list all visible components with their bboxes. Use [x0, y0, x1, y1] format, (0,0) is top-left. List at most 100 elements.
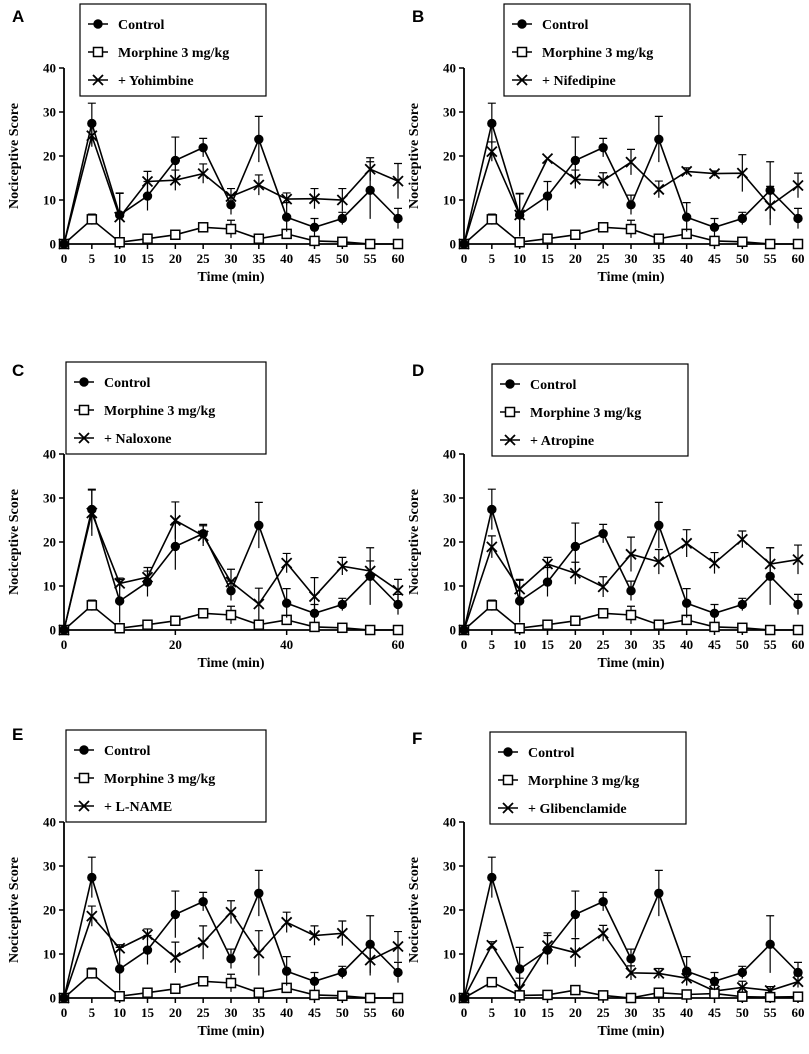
data-point	[542, 233, 553, 244]
data-point	[336, 560, 348, 572]
data-point	[281, 966, 292, 976]
data-point	[365, 939, 375, 950]
x-tick-label: 20	[169, 637, 182, 652]
data-point	[86, 600, 98, 611]
data-point	[170, 615, 181, 627]
data-point	[197, 608, 209, 619]
x-tick-label: 60	[792, 1005, 805, 1020]
x-tick-label: 60	[392, 251, 405, 266]
series-filled-circle	[59, 102, 403, 249]
data-point	[86, 214, 98, 225]
x-tick-label: 35	[652, 1005, 666, 1020]
data-point	[737, 236, 748, 248]
panel-f: F 0 10 20 30 40 0 5 10 15 20 25 30 35 40 45 50 55 60 Time (…	[407, 729, 805, 1039]
legend-marker	[92, 74, 104, 86]
legend-label: + Yohimbine	[118, 74, 194, 89]
data-point	[253, 619, 265, 630]
y-tick-label: 40	[43, 447, 56, 462]
x-tick-label: 45	[308, 1005, 322, 1020]
legend-label: Morphine 3 mg/kg	[530, 406, 641, 421]
data-point	[308, 590, 321, 603]
y-tick-label: 0	[50, 623, 57, 638]
data-point	[486, 939, 498, 951]
legend-label: Morphine 3 mg/kg	[104, 404, 215, 419]
y-tick-label: 30	[443, 491, 456, 506]
legend-box	[65, 729, 267, 823]
data-point	[598, 896, 608, 907]
data-point	[225, 609, 237, 621]
data-point	[142, 191, 153, 201]
data-point	[114, 210, 125, 220]
series-filled-circle	[459, 856, 803, 1003]
y-axis-title: Nociceptive Score	[7, 103, 22, 209]
data-point	[653, 556, 665, 568]
data-point	[459, 993, 469, 1003]
y-tick-label: 20	[43, 903, 56, 918]
x-tick-label: 15	[541, 637, 555, 652]
data-point	[87, 504, 97, 515]
data-point	[737, 622, 748, 634]
data-point	[226, 954, 236, 964]
data-point	[570, 541, 581, 552]
data-point	[142, 233, 153, 244]
data-point	[653, 619, 665, 630]
data-point	[792, 238, 804, 250]
x-tick-label: 25	[597, 1005, 611, 1020]
legend-marker	[78, 404, 90, 416]
data-point	[764, 991, 776, 1003]
x-tick-label: 55	[364, 251, 378, 266]
x-axis-title: Time (min)	[197, 270, 264, 285]
x-tick-label: 35	[252, 1005, 266, 1020]
x-tick-label: 0	[461, 1005, 468, 1020]
series-open-square	[458, 213, 804, 250]
data-point	[308, 929, 321, 942]
data-point	[254, 134, 264, 144]
x-tick-label: 10	[513, 1005, 526, 1020]
data-point	[709, 608, 720, 618]
data-point	[514, 596, 525, 606]
data-point	[570, 909, 581, 920]
x-axis-title: Time (min)	[597, 1024, 664, 1039]
legend-label: + Nifedipine	[542, 74, 616, 89]
data-point	[114, 236, 125, 248]
data-point	[654, 888, 664, 898]
x-tick-label: 0	[61, 1005, 68, 1020]
data-point	[170, 983, 181, 995]
data-point	[709, 621, 720, 633]
data-point	[570, 984, 581, 996]
data-point	[392, 940, 404, 953]
data-point	[281, 212, 292, 222]
x-tick-label: 50	[736, 1005, 749, 1020]
data-point	[765, 571, 775, 582]
x-tick-label: 10	[513, 251, 526, 266]
legend-label: + Atropine	[530, 434, 594, 449]
data-point	[170, 909, 181, 920]
data-point	[792, 553, 804, 566]
x-tick-label: 50	[736, 251, 749, 266]
x-tick-label: 50	[736, 637, 749, 652]
data-point	[87, 118, 97, 129]
data-point	[542, 989, 553, 1001]
legend: Control Morphine 3 mg/kg + Naloxone	[65, 361, 267, 455]
series-open-square	[58, 599, 404, 636]
data-point	[708, 167, 721, 180]
data-point	[681, 989, 692, 1000]
data-point	[198, 528, 208, 539]
x-axis-title: Time (min)	[597, 656, 664, 671]
x-tick-label: 25	[197, 1005, 211, 1020]
data-point	[114, 622, 125, 634]
y-tick-label: 40	[43, 61, 56, 76]
legend: Control Morphine 3 mg/kg + L-NAME	[65, 729, 267, 823]
data-point	[486, 214, 498, 225]
legend-marker	[505, 379, 515, 389]
y-axis-title: Nociceptive Score	[407, 489, 422, 595]
data-point	[86, 910, 98, 922]
x-tick-label: 45	[308, 251, 322, 266]
data-point	[142, 945, 153, 955]
x-tick-label: 10	[513, 637, 526, 652]
legend-marker	[78, 800, 90, 812]
data-point	[226, 586, 236, 596]
legend-box	[503, 3, 691, 97]
data-point	[793, 967, 803, 978]
